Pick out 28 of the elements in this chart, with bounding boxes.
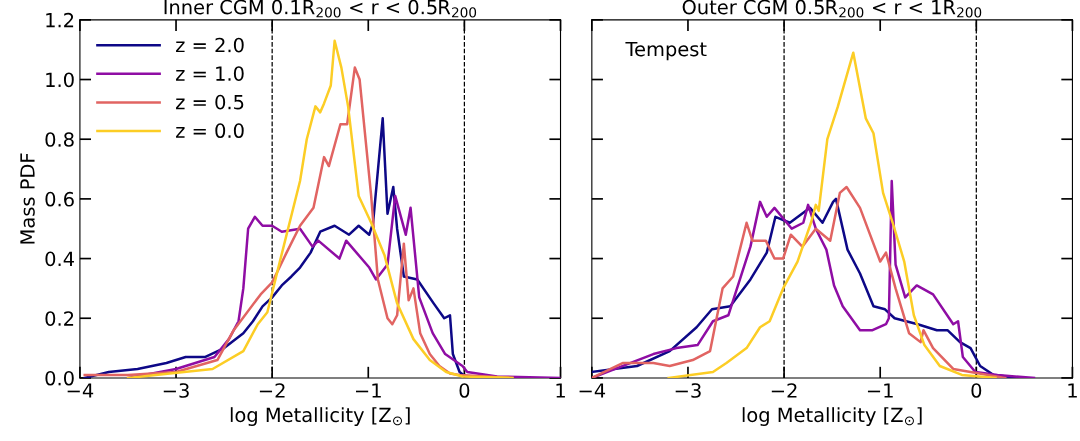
legend-label: z = 2.0 [176, 37, 244, 53]
x-tick-label: −3 [675, 383, 701, 398]
x-tick-label: 1 [1068, 383, 1077, 398]
x-tick-label: −4 [579, 383, 606, 398]
y-tick-label: 0.4 [45, 251, 74, 267]
x-tick-label: −2 [259, 383, 285, 398]
y-tick-label: 0.6 [45, 191, 74, 207]
x-tick-label: −2 [771, 383, 797, 398]
x-axis-title: log Metallicity [Z$_{⊙}$] [230, 407, 410, 426]
x-tick-label: 0 [971, 383, 982, 398]
chart-title: Inner CGM 0.1R$_{200}$ < r < 0.5R$_{200}$ [164, 0, 477, 18]
annotation: Tempest [625, 41, 707, 61]
chart-title: Outer CGM 0.5R$_{200}$ < r < 1R$_{200}$ [682, 0, 982, 18]
y-tick-label: 1.2 [46, 12, 74, 28]
x-tick-label: −3 [163, 383, 189, 398]
x-tick-label: −1 [867, 383, 893, 398]
y-tick-label: 0.8 [45, 132, 74, 147]
line-series [126, 39, 514, 378]
x-axis-title: log Metallicity [Z$_{⊙}$] [742, 407, 922, 426]
legend-label: z = 1.0 [176, 66, 244, 81]
y-tick-label: 1.0 [46, 72, 74, 88]
y-tick-label: 0.2 [45, 311, 74, 326]
legend-label: z = 0.0 [176, 123, 244, 139]
x-tick-label: 0 [459, 383, 470, 398]
y-axis-title: Mass PDF [20, 153, 35, 244]
x-tick-label: 1 [556, 383, 565, 398]
legend-label: z = 0.5 [176, 94, 244, 110]
x-tick-label: −1 [356, 383, 381, 398]
